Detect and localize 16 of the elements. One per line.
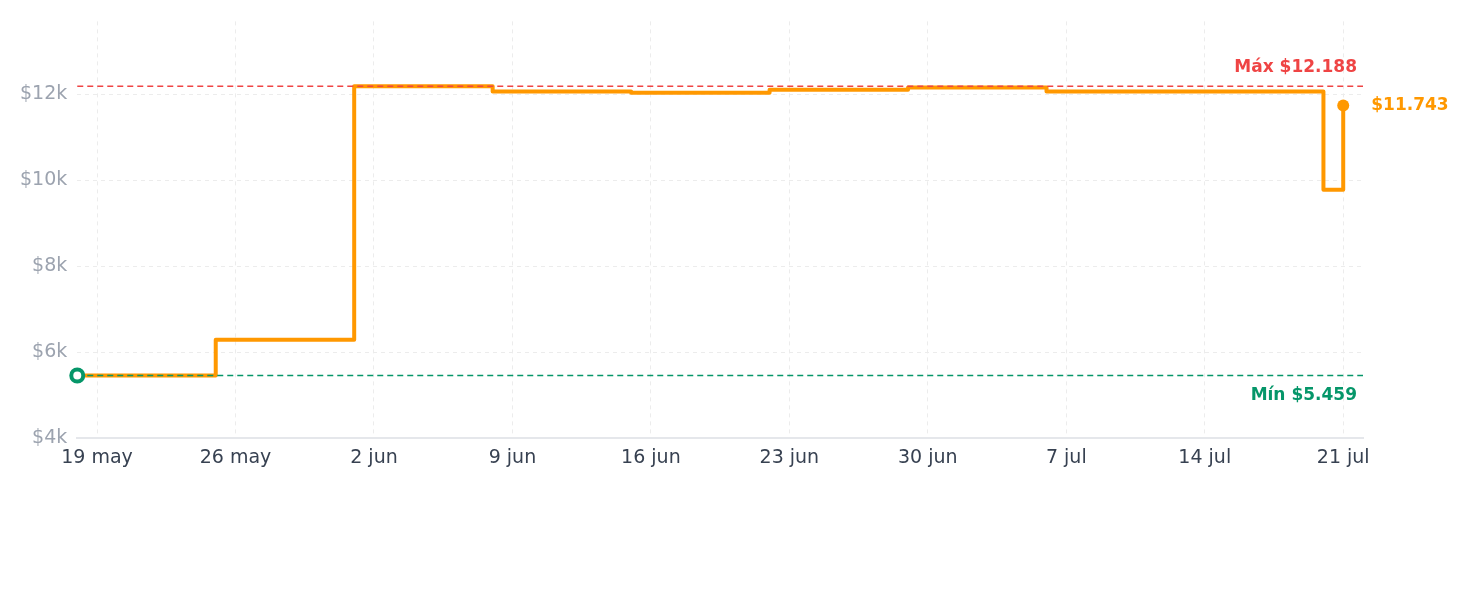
x-tick-label: 30 jun — [898, 444, 958, 467]
x-tick-label: 26 may — [199, 444, 272, 467]
annotation: $11.743 — [1371, 93, 1449, 114]
x-tick-label: 21 jul — [1316, 444, 1370, 467]
x-tick-label: 23 jun — [759, 444, 820, 467]
x-tick-label: 2 jun — [350, 444, 398, 467]
y-tick-label: $12k — [19, 81, 68, 104]
y-tick-label: $6k — [32, 339, 68, 362]
y-tick-label: $8k — [32, 253, 68, 276]
y-tick-label: $10k — [19, 167, 68, 190]
x-tick-label: 16 jun — [621, 444, 681, 467]
ref-line-label: Máx $12.188 — [1234, 56, 1357, 77]
x-tick-label: 7 jul — [1045, 444, 1087, 467]
ref-line-label: Mín $5.459 — [1250, 384, 1357, 405]
x-tick-label: 9 jun — [488, 444, 537, 467]
x-tick-label: 14 jul — [1178, 444, 1232, 467]
